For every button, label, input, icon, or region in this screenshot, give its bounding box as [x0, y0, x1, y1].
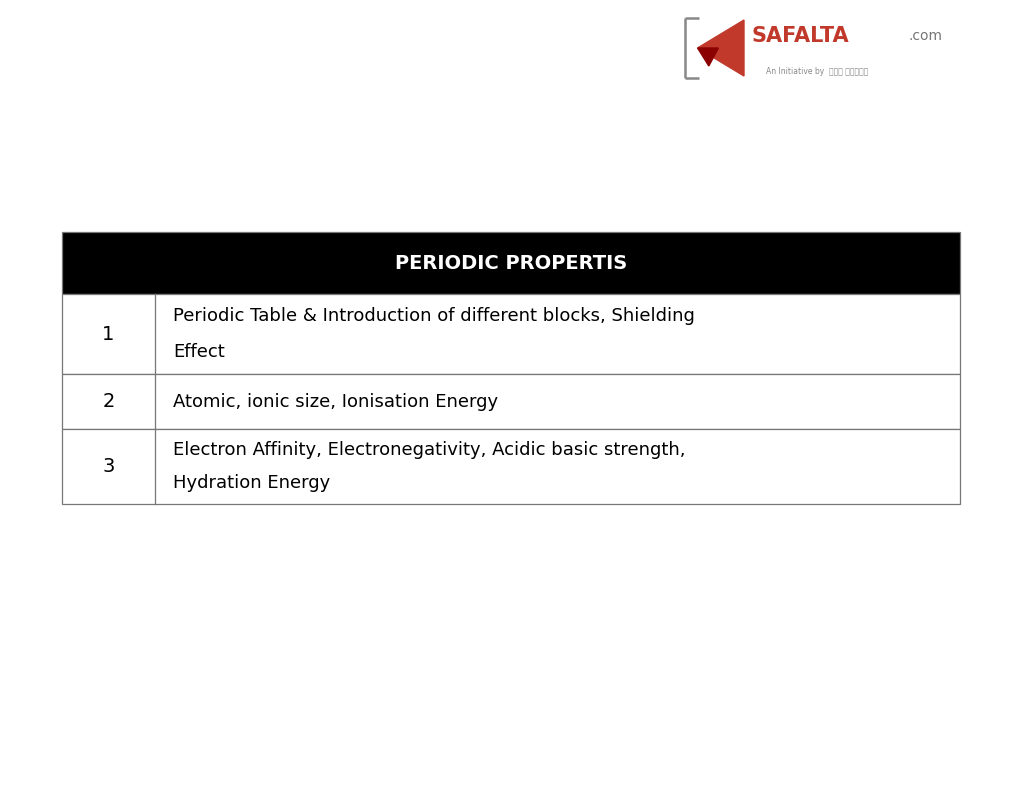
Bar: [62, 429, 959, 504]
Bar: [62, 374, 959, 429]
Text: Effect: Effect: [173, 343, 224, 361]
Text: Electron Affinity, Electronegativity, Acidic basic strength,: Electron Affinity, Electronegativity, Ac…: [173, 441, 685, 459]
Text: An Initiative by  अमर उजाला: An Initiative by अमर उजाला: [765, 68, 868, 76]
Polygon shape: [697, 48, 717, 66]
Text: 2: 2: [102, 392, 114, 411]
Text: 3: 3: [102, 457, 114, 476]
Bar: [62, 294, 959, 374]
Text: .com: .com: [908, 29, 942, 43]
Text: SAFALTA: SAFALTA: [751, 26, 849, 46]
Text: 1: 1: [102, 325, 114, 344]
Text: Periodic Table & Introduction of different blocks, Shielding: Periodic Table & Introduction of differe…: [173, 307, 694, 325]
Text: Hydration Energy: Hydration Energy: [173, 474, 330, 492]
Text: PERIODIC PROPERTIS: PERIODIC PROPERTIS: [394, 254, 627, 273]
Polygon shape: [697, 20, 743, 76]
Bar: [62, 232, 959, 294]
Text: Atomic, ionic size, Ionisation Energy: Atomic, ionic size, Ionisation Energy: [173, 392, 497, 411]
